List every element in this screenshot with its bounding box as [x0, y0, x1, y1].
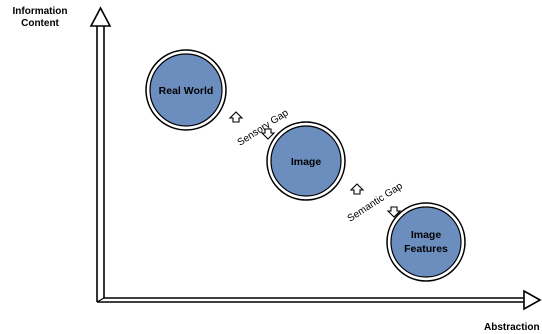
image-features-label-line1: Image — [411, 229, 442, 241]
x-axis-arrow — [96, 289, 542, 311]
y-axis-label-line1: Information — [13, 6, 68, 17]
semantic-gap-arrow-top — [349, 183, 365, 195]
y-axis-arrow — [89, 6, 112, 302]
image-features-node: Image Features — [386, 202, 466, 282]
image-node: Image — [266, 121, 346, 201]
semantic-gap-arrow-bottom — [386, 206, 402, 218]
sensory-gap-arrow-bottom — [260, 128, 276, 140]
image-label: Image — [291, 156, 322, 168]
real-world-node: Real World — [145, 49, 227, 131]
real-world-label: Real World — [159, 85, 214, 97]
x-axis-label: Abstraction — [484, 322, 540, 333]
sensory-gap-arrow-top — [228, 111, 244, 123]
y-axis-label-line2: Content — [21, 18, 59, 29]
image-features-label-line2: Features — [404, 243, 448, 255]
